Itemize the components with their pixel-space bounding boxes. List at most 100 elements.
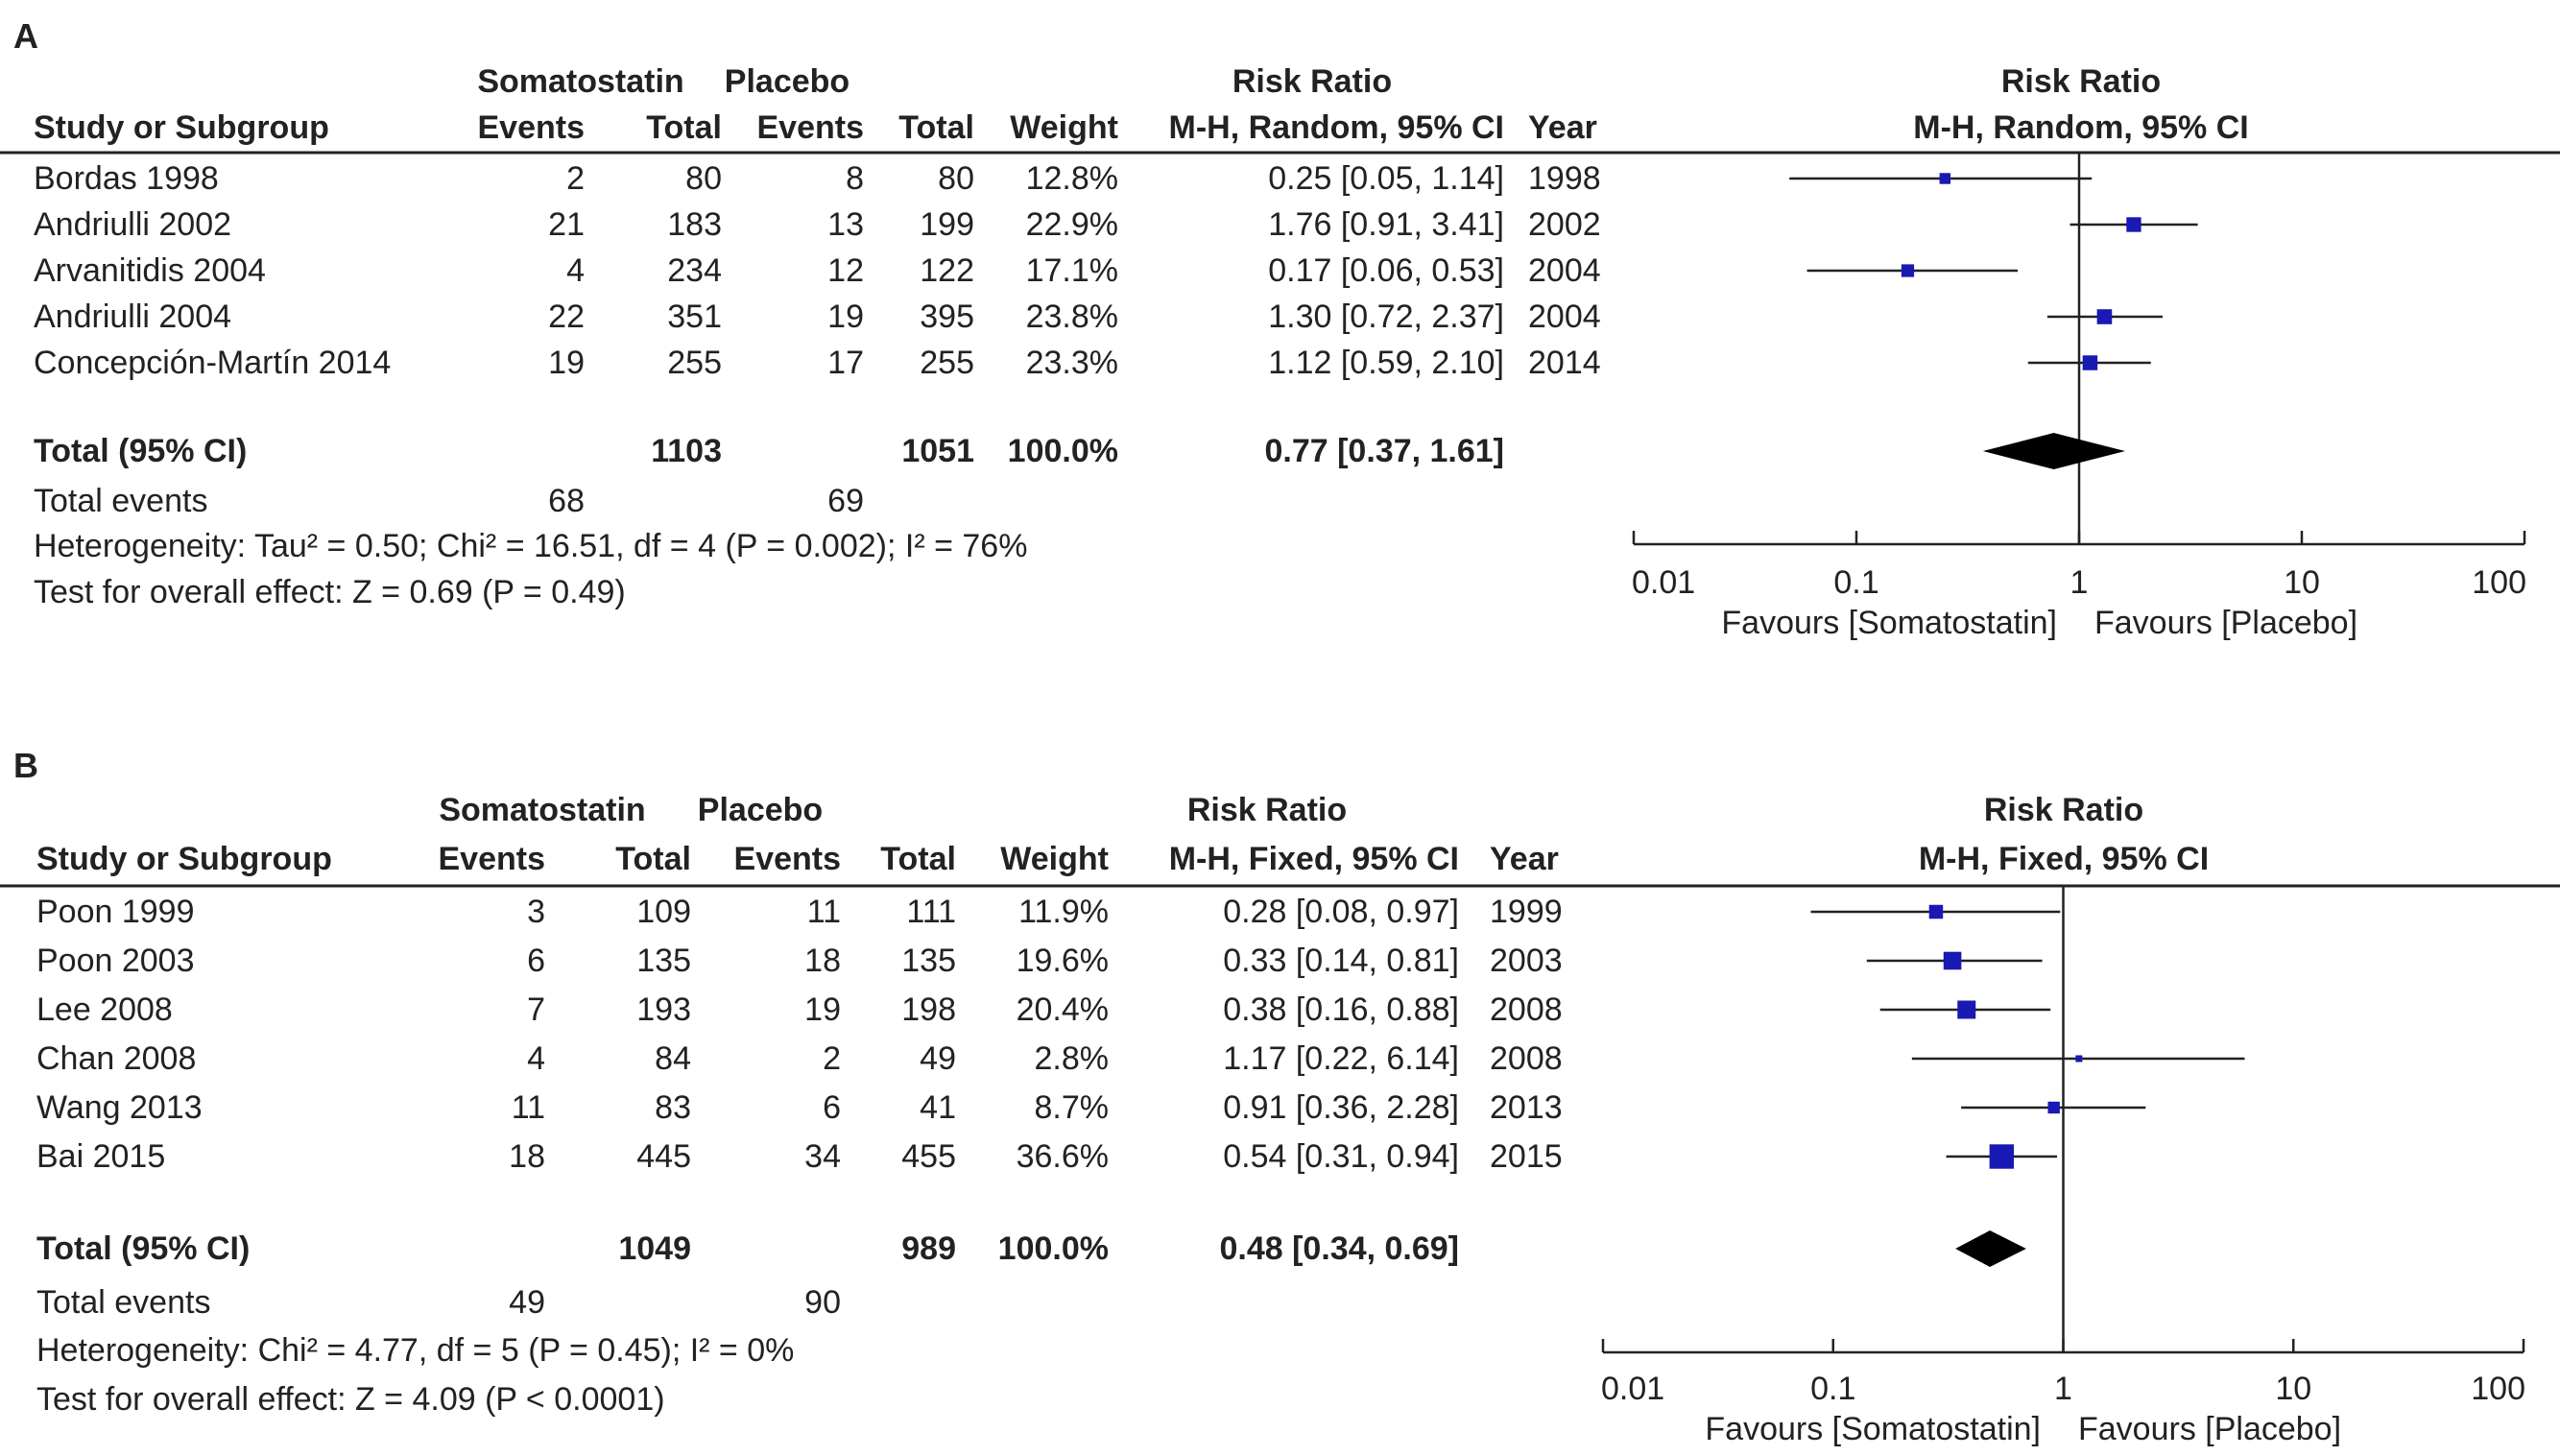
study-total-group1: 109 <box>636 894 691 930</box>
study-name: Poon 1999 <box>36 894 195 930</box>
study-point-estimate <box>1943 951 1962 970</box>
study-weight: 23.3% <box>1026 345 1118 381</box>
study-events-group2: 13 <box>827 206 864 243</box>
study-total-group1: 183 <box>667 206 722 243</box>
group2-header: Placebo <box>725 63 849 100</box>
study-year: 2004 <box>1528 252 1601 289</box>
plot-method: M-H, Fixed, 95% CI <box>1919 841 2209 877</box>
year-column-header: Year <box>1528 109 1597 146</box>
study-risk-ratio-ci: 0.25 [0.05, 1.14] <box>1268 160 1504 197</box>
study-total-group1: 255 <box>667 345 722 381</box>
study-events-group1: 6 <box>527 943 545 979</box>
study-total-group2: 198 <box>901 991 956 1028</box>
study-weight: 20.4% <box>1017 991 1109 1028</box>
total-events-group1: 49 <box>509 1284 545 1321</box>
study-name: Concepción-Martín 2014 <box>34 345 391 381</box>
study-point-estimate <box>1989 1144 2015 1169</box>
study-name: Arvanitidis 2004 <box>34 252 266 289</box>
study-weight: 17.1% <box>1026 252 1118 289</box>
study-point-estimate <box>1957 1000 1976 1019</box>
events1-column-header: Events <box>439 841 546 877</box>
favours-left-label: Favours [Somatostatin] <box>1705 1411 2041 1447</box>
plot-title: Risk Ratio <box>1984 792 2143 828</box>
total-label: Total (95% CI) <box>36 1230 250 1267</box>
study-year: 2008 <box>1490 1040 1563 1077</box>
pooled-estimate-diamond <box>1955 1230 2026 1267</box>
study-year: 2003 <box>1490 943 1563 979</box>
study-events-group2: 2 <box>823 1040 841 1077</box>
total1-column-header: Total <box>646 109 722 146</box>
study-risk-ratio-ci: 1.17 [0.22, 6.14] <box>1223 1040 1459 1077</box>
study-risk-ratio-ci: 0.33 [0.14, 0.81] <box>1223 943 1459 979</box>
x-axis-tick-label: 1 <box>2070 564 2089 601</box>
study-total-group2: 49 <box>920 1040 956 1077</box>
events2-column-header: Events <box>734 841 842 877</box>
study-name: Bai 2015 <box>36 1138 165 1175</box>
total2-column-header: Total <box>898 109 974 146</box>
study-point-estimate <box>2047 1101 2060 1114</box>
total-risk-ratio-ci: 0.48 [0.34, 0.69] <box>1219 1230 1459 1267</box>
study-total-group1: 135 <box>636 943 691 979</box>
study-events-group1: 19 <box>548 345 585 381</box>
risk-ratio-method-header: M-H, Fixed, 95% CI <box>1169 841 1459 877</box>
study-name: Chan 2008 <box>36 1040 196 1077</box>
x-axis-tick-label: 100 <box>2471 1371 2525 1407</box>
year-column-header: Year <box>1490 841 1559 877</box>
study-name: Poon 2003 <box>36 943 195 979</box>
study-risk-ratio-ci: 0.54 [0.31, 0.94] <box>1223 1138 1459 1175</box>
study-weight: 23.8% <box>1026 298 1118 335</box>
study-point-estimate <box>2082 355 2098 370</box>
study-total-group1: 234 <box>667 252 722 289</box>
study-total-group2: 111 <box>906 894 956 930</box>
study-point-estimate <box>2096 309 2113 324</box>
study-weight: 11.9% <box>1018 894 1109 930</box>
group1-header: Somatostatin <box>477 63 683 100</box>
favours-right-label: Favours [Placebo] <box>2078 1411 2341 1447</box>
study-weight: 19.6% <box>1017 943 1109 979</box>
total-weight: 100.0% <box>1008 433 1118 469</box>
total-n-group2: 989 <box>901 1230 956 1267</box>
favours-left-label: Favours [Somatostatin] <box>1721 605 2057 641</box>
study-weight: 36.6% <box>1017 1138 1109 1175</box>
total-events-label: Total events <box>36 1284 210 1321</box>
study-year: 1998 <box>1528 160 1601 197</box>
events2-column-header: Events <box>757 109 865 146</box>
study-year: 2015 <box>1490 1138 1563 1175</box>
study-events-group2: 19 <box>827 298 864 335</box>
group2-header: Placebo <box>698 792 823 828</box>
x-axis-tick-label: 0.01 <box>1601 1371 1664 1407</box>
favours-right-label: Favours [Placebo] <box>2094 605 2357 641</box>
study-events-group2: 12 <box>827 252 864 289</box>
study-weight: 8.7% <box>1035 1089 1110 1126</box>
study-column-header: Study or Subgroup <box>36 841 332 877</box>
study-total-group2: 122 <box>920 252 974 289</box>
heterogeneity-text: Heterogeneity: Tau² = 0.50; Chi² = 16.51… <box>34 528 1027 564</box>
study-point-estimate <box>1928 904 1944 919</box>
study-events-group1: 18 <box>509 1138 545 1175</box>
plot-method: M-H, Random, 95% CI <box>1913 109 2248 146</box>
risk-ratio-method-header: M-H, Random, 95% CI <box>1169 109 1504 146</box>
study-year: 2008 <box>1490 991 1563 1028</box>
x-axis-tick-label: 0.01 <box>1632 564 1695 601</box>
total-label: Total (95% CI) <box>34 433 247 469</box>
total-weight: 100.0% <box>998 1230 1109 1267</box>
study-name: Andriulli 2004 <box>34 298 231 335</box>
study-weight: 22.9% <box>1026 206 1118 243</box>
panel-label: B <box>13 746 38 785</box>
weight-column-header: Weight <box>1010 109 1118 146</box>
study-year: 2013 <box>1490 1089 1563 1126</box>
study-year: 2004 <box>1528 298 1601 335</box>
study-events-group2: 34 <box>804 1138 841 1175</box>
study-events-group2: 6 <box>823 1089 841 1126</box>
study-events-group2: 18 <box>804 943 841 979</box>
heterogeneity-text: Heterogeneity: Chi² = 4.77, df = 5 (P = … <box>36 1332 794 1369</box>
study-events-group2: 17 <box>827 345 864 381</box>
study-total-group1: 445 <box>636 1138 691 1175</box>
total-events-group2: 69 <box>827 483 864 519</box>
study-events-group1: 22 <box>548 298 585 335</box>
study-risk-ratio-ci: 0.17 [0.06, 0.53] <box>1268 252 1504 289</box>
total-n-group1: 1103 <box>651 433 722 469</box>
study-total-group2: 41 <box>920 1089 956 1126</box>
x-axis-tick-label: 1 <box>2054 1371 2072 1407</box>
study-name: Lee 2008 <box>36 991 173 1028</box>
